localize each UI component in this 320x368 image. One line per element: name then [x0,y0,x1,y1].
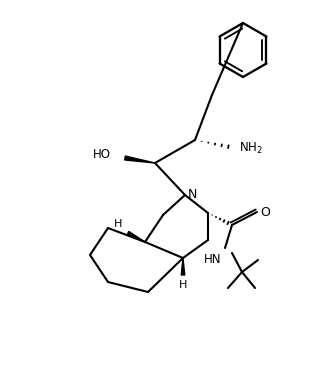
Text: HO: HO [93,149,111,162]
Text: H: H [179,280,187,290]
Text: HN: HN [204,253,221,266]
Text: H: H [114,219,122,229]
Polygon shape [125,156,155,163]
Polygon shape [127,231,145,242]
Text: N: N [188,188,197,202]
Text: NH$_2$: NH$_2$ [239,141,263,156]
Polygon shape [181,258,185,275]
Text: O: O [260,205,270,219]
